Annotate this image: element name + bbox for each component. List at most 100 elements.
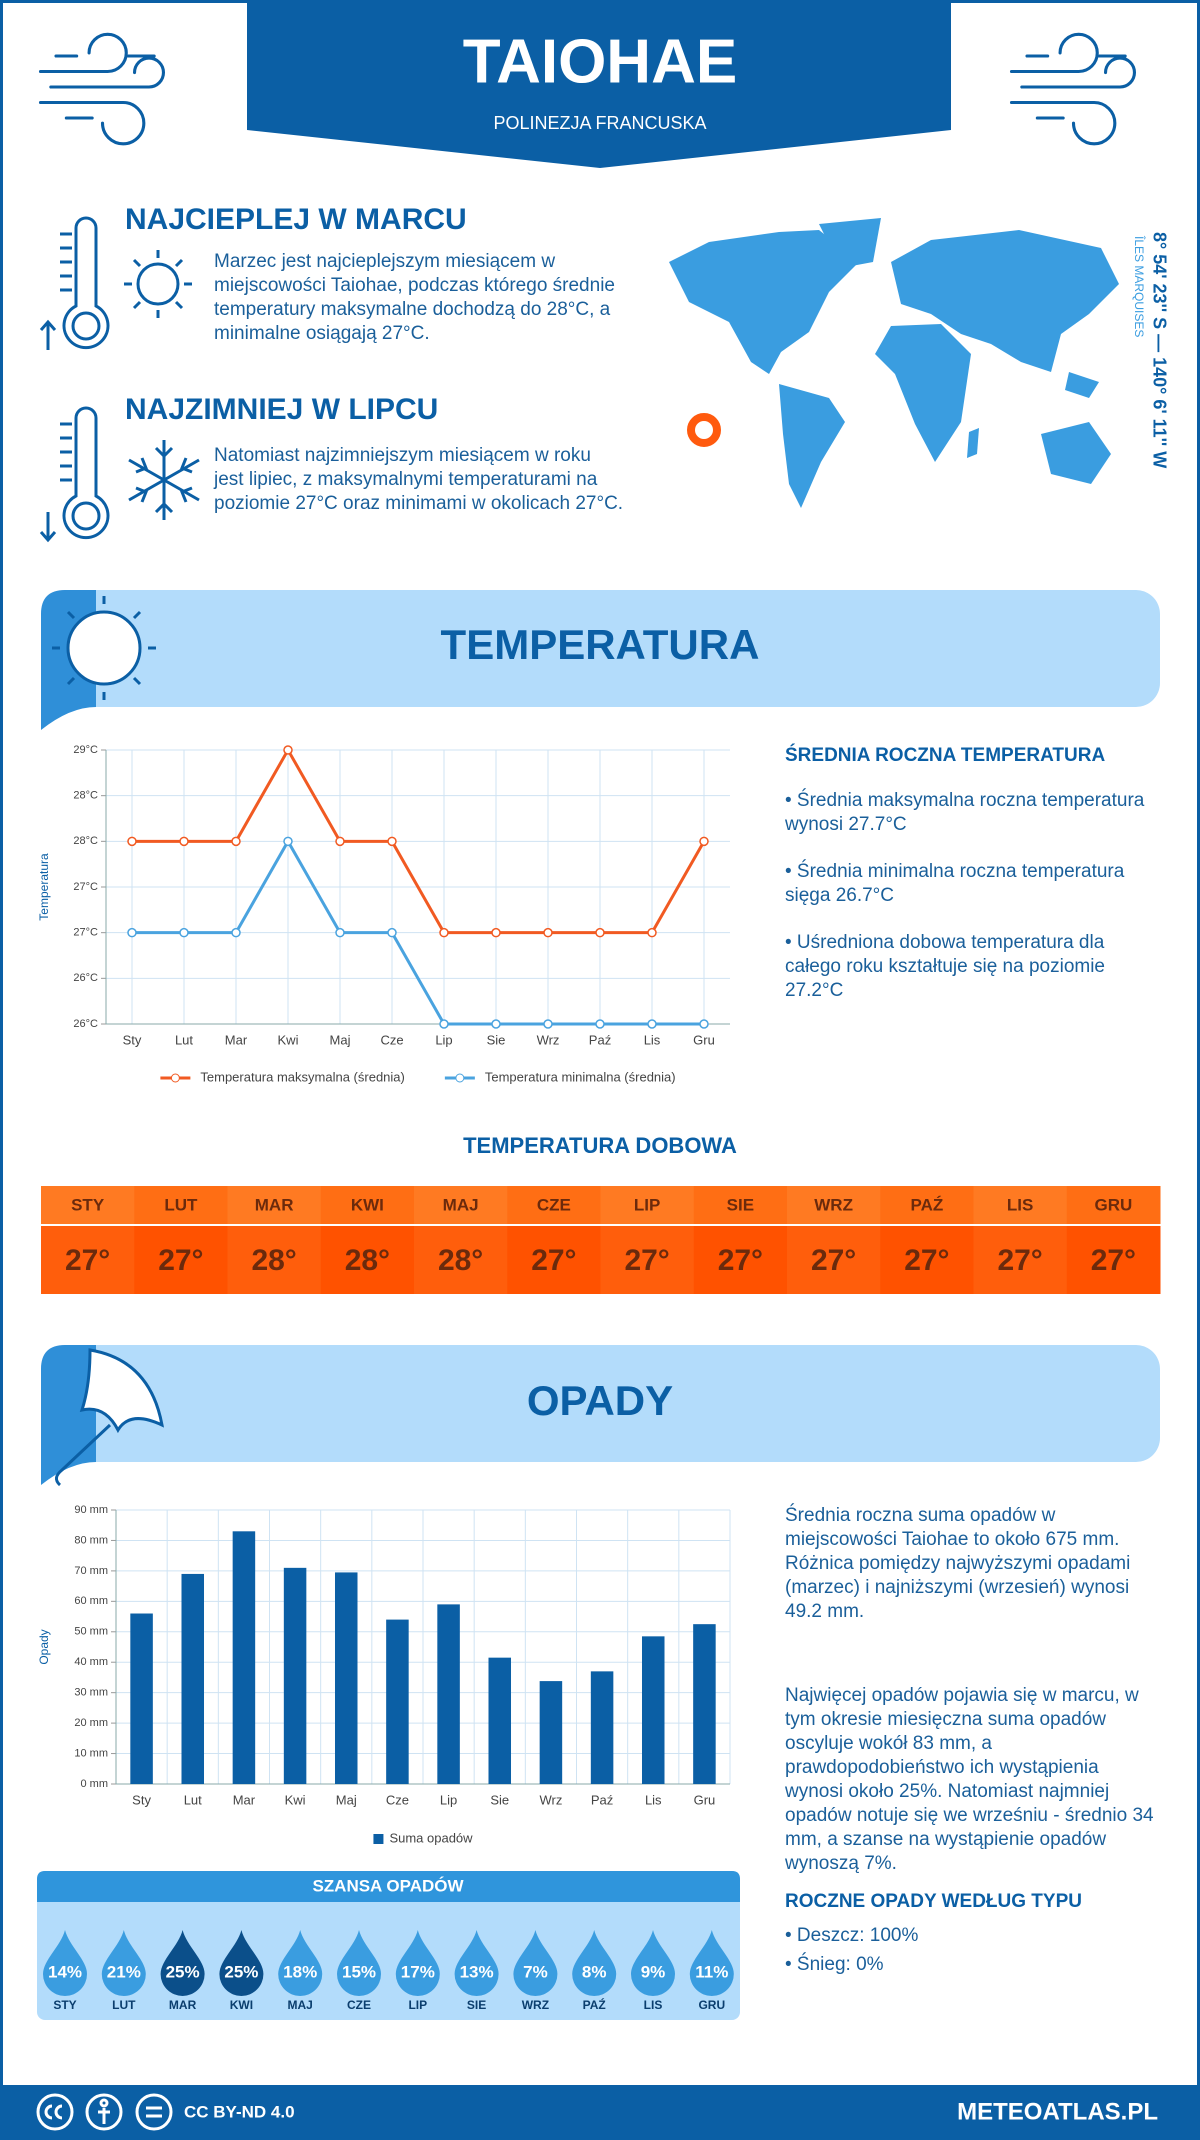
daily-cell (414, 1226, 508, 1294)
drop-month: GRU (698, 1998, 725, 2012)
x-tick-label: Lip (440, 1792, 457, 1807)
y-tick-label: 26°C (73, 1018, 98, 1030)
daily-header-cell (414, 1186, 508, 1224)
drop (395, 1930, 440, 1996)
x-tick-label: Wrz (539, 1792, 562, 1807)
x-tick-label: Mar (225, 1032, 248, 1047)
drop (43, 1930, 87, 1996)
daily-cell (693, 1226, 788, 1294)
daily-cell (134, 1226, 228, 1294)
y-tick-label: 10 mm (74, 1747, 108, 1759)
daily-header-cell (880, 1186, 974, 1224)
daily-month: PAŹ (911, 1195, 944, 1214)
line (132, 838, 704, 1026)
location-marker (687, 413, 721, 447)
section-title: OPADY (527, 1377, 673, 1424)
arrow-up (39, 319, 57, 350)
drop-month: MAJ (288, 1998, 313, 2012)
drop-label: 25% (224, 1962, 258, 1981)
drop-label: 18% (283, 1962, 317, 1981)
precip-text: Średnia roczna suma opadów w miejscowośc… (785, 1505, 1131, 1622)
drop-month: PAŹ (583, 1997, 606, 2012)
drop (513, 1930, 558, 1996)
x-tick-label: Lis (645, 1792, 662, 1807)
x-tick-label: Maj (330, 1032, 351, 1047)
bar (130, 1613, 153, 1784)
point (647, 1019, 657, 1029)
drop-label: 11% (695, 1962, 728, 1981)
arrow-down (39, 512, 57, 543)
drop (631, 1930, 675, 1996)
daily-header-cell (41, 1186, 135, 1224)
drop-month: CZE (347, 1998, 371, 2012)
bar (488, 1657, 512, 1784)
point (335, 836, 345, 847)
summary-title: ŚREDNIA ROCZNA TEMPERATURA (785, 745, 1106, 766)
x-tick-label: Kwi (278, 1032, 299, 1047)
daily-cell (227, 1226, 322, 1294)
x-tick-label: Lip (435, 1032, 452, 1047)
daily-cell (1066, 1226, 1161, 1294)
daily-cell (880, 1226, 974, 1294)
bar (334, 1572, 358, 1784)
daily-header-cell (227, 1186, 322, 1224)
header-banner (247, 0, 951, 168)
drop (278, 1930, 323, 1996)
point (439, 1019, 449, 1029)
daily-month: STY (71, 1195, 105, 1214)
y-tick-label: 80 mm (74, 1534, 108, 1546)
daily-month: MAJ (443, 1195, 479, 1214)
type-item: • Śnieg: 0% (785, 1954, 884, 1975)
drop (337, 1930, 381, 1996)
footer (0, 2085, 1200, 2140)
sun-banner-icon (52, 596, 156, 700)
point (127, 836, 137, 847)
summary-item: • Uśredniona dobowa temperatura dla całe… (785, 932, 1106, 1001)
point (179, 927, 189, 938)
sun-icon (124, 250, 192, 318)
drop-label: 15% (342, 1962, 376, 1981)
point (283, 745, 293, 755)
drop-label: 7% (523, 1962, 548, 1981)
world-map (669, 218, 1119, 508)
bar (590, 1671, 614, 1784)
drop (160, 1930, 205, 1996)
y-tick-label: 70 mm (74, 1565, 108, 1577)
daily-month: LIS (1007, 1195, 1033, 1214)
daily-header-cell (134, 1186, 228, 1224)
daily-cell (973, 1226, 1068, 1294)
drop (572, 1930, 617, 1996)
daily-value: 27° (904, 1244, 949, 1277)
site: METEOATLAS.PL (957, 2098, 1158, 2125)
daily-month: KWI (351, 1195, 384, 1214)
daily-value: 27° (1091, 1244, 1136, 1277)
daily-value: 28° (438, 1244, 483, 1277)
daily-header-cell (600, 1186, 695, 1224)
drop (454, 1930, 499, 1996)
umbrella-icon (55, 1348, 165, 1487)
bar (437, 1604, 460, 1784)
bar (539, 1681, 563, 1784)
point (699, 836, 709, 847)
summary-item: • Średnia maksymalna roczna temperatura … (785, 790, 1145, 835)
drop-month: LIS (644, 1998, 663, 2012)
country: POLINEZJA FRANCUSKA (493, 113, 706, 133)
point (387, 836, 397, 847)
drop-label: 14% (48, 1962, 82, 1981)
x-tick-label: Mar (233, 1792, 256, 1807)
y-tick-label: 40 mm (74, 1656, 108, 1668)
y-tick-label: 0 mm (81, 1778, 109, 1790)
summary-item: • Średnia minimalna roczna temperatura s… (785, 861, 1125, 906)
drop (689, 1930, 734, 1996)
x-tick-label: Sie (487, 1032, 506, 1047)
y-tick-label: 26°C (73, 972, 98, 984)
drop-month: KWI (230, 1998, 253, 2012)
chance-box (37, 1871, 740, 2020)
daily-month: GRU (1094, 1195, 1132, 1214)
daily-header-cell (507, 1186, 601, 1224)
legend-label: Temperatura maksymalna (średnia) (200, 1069, 404, 1084)
point (387, 927, 397, 938)
x-tick-label: Kwi (285, 1792, 306, 1807)
chance-title: SZANSA OPADÓW (312, 1876, 464, 1895)
